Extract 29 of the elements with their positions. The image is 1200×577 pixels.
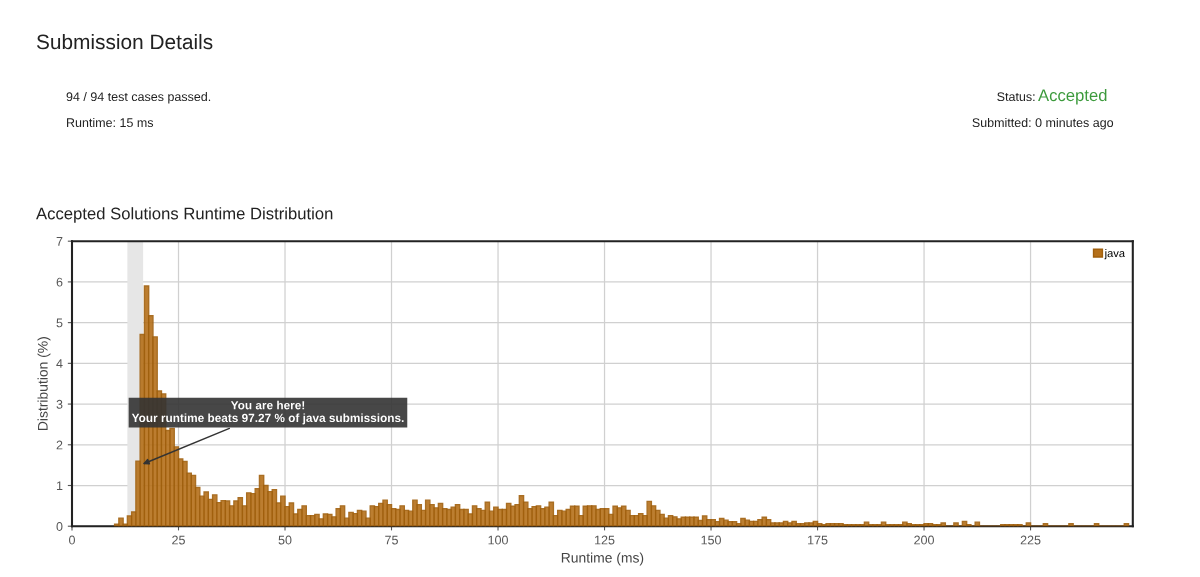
- y-axis-title: Distribution (%): [37, 337, 51, 431]
- x-tick-label: 75: [385, 535, 398, 545]
- x-axis-title: Runtime (ms): [561, 552, 644, 566]
- x-tick-label: 50: [278, 535, 292, 545]
- x-tick-label: 200: [914, 535, 934, 545]
- y-tick-label: 2: [56, 440, 63, 450]
- y-tick-label: 4: [56, 359, 63, 368]
- y-tick-label: 0: [56, 522, 63, 531]
- y-tick-label: 6: [56, 277, 63, 287]
- x-tick-label: 225: [1020, 535, 1041, 545]
- text: Accepted: [1038, 88, 1107, 105]
- text: 94 / 94 test cases passed.: [66, 91, 211, 104]
- y-tick-label: 7: [56, 237, 63, 246]
- text: Submission Details: [36, 33, 213, 50]
- x-tick-label: 25: [172, 535, 185, 545]
- y-tick-label: 1: [56, 481, 63, 491]
- x-tick-label: 150: [701, 535, 721, 545]
- x-tick-label: 100: [488, 535, 508, 545]
- chart-title: Accepted Solutions Runtime Distribution: [36, 207, 333, 223]
- annotation: You are here! Your runtime beats 97.27 % of java submissions.: [131, 400, 404, 425]
- text: Submitted: 0 minutes ago: [972, 117, 1114, 130]
- x-tick-label: 0: [69, 535, 75, 545]
- text: Runtime: 15 ms: [67, 117, 154, 128]
- x-tick-label: 125: [595, 535, 615, 545]
- legend-label: java: [1104, 248, 1126, 260]
- text: Status:: [997, 92, 1035, 102]
- y-tick-label: 3: [56, 399, 63, 409]
- y-tick-label: 5: [56, 318, 63, 328]
- x-tick-label: 175: [808, 535, 828, 545]
